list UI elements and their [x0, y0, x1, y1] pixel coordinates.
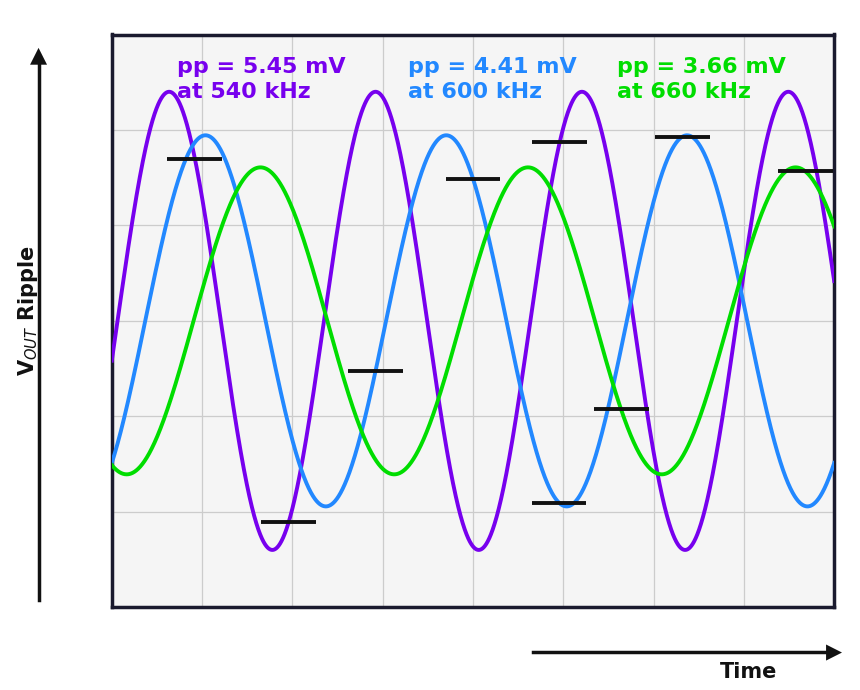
Text: pp = 5.45 mV
at 540 kHz: pp = 5.45 mV at 540 kHz: [177, 57, 346, 102]
Text: pp = 3.66 mV
at 660 kHz: pp = 3.66 mV at 660 kHz: [617, 57, 786, 102]
Text: ▶: ▶: [826, 642, 842, 662]
Text: Time: Time: [720, 662, 777, 682]
Text: V$_{OUT}$ Ripple: V$_{OUT}$ Ripple: [15, 245, 40, 376]
Text: ▲: ▲: [30, 46, 47, 65]
Text: pp = 4.41 mV
at 600 kHz: pp = 4.41 mV at 600 kHz: [408, 57, 577, 102]
